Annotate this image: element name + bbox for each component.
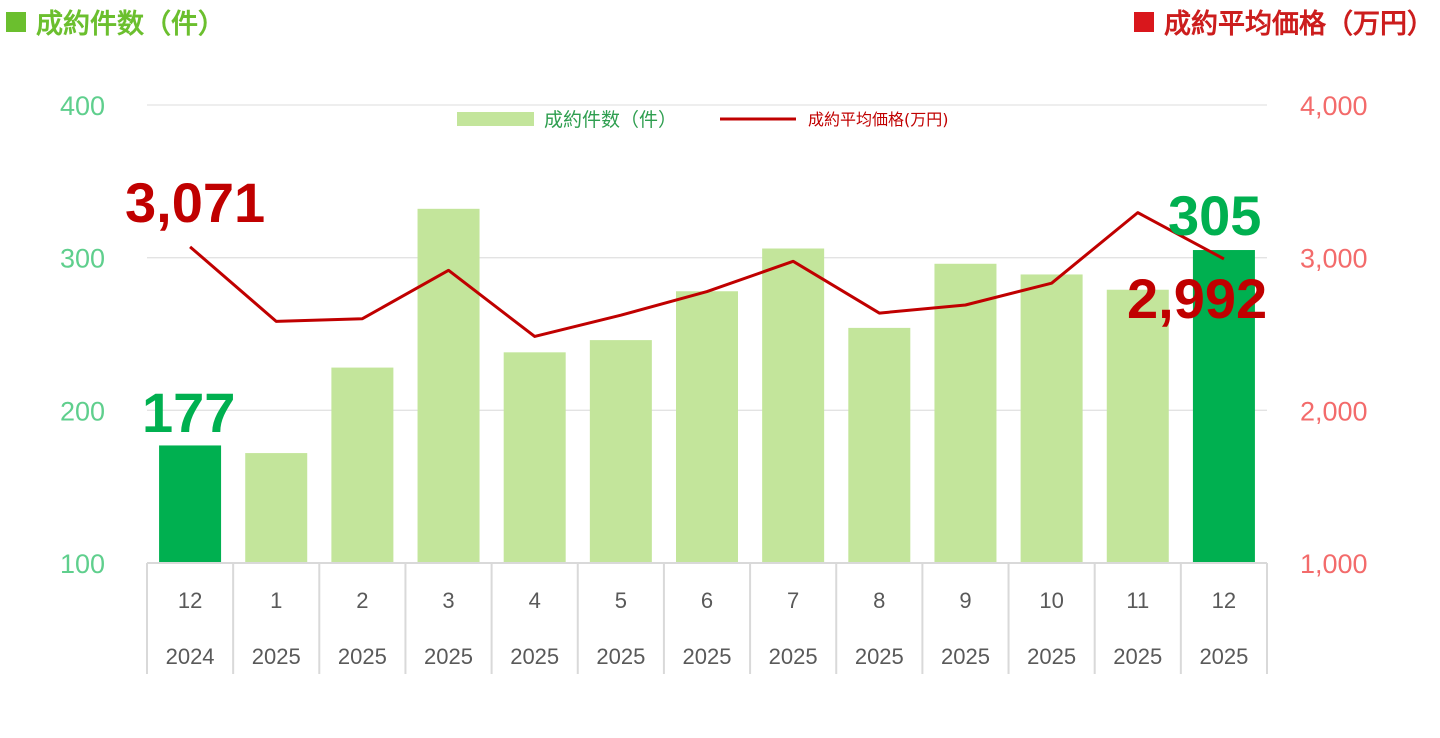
green-square-icon xyxy=(6,11,26,32)
bar xyxy=(245,453,308,563)
x-tick-month: 11 xyxy=(1126,588,1149,613)
bar xyxy=(848,327,911,563)
x-tick-month: 5 xyxy=(615,588,627,613)
x-tick-year: 2025 xyxy=(1027,644,1076,669)
red-square-icon xyxy=(1134,11,1154,32)
bar xyxy=(331,367,394,563)
x-tick-month: 6 xyxy=(701,588,713,613)
x-tick-month: 2 xyxy=(356,588,368,613)
x-tick-year: 2025 xyxy=(510,644,559,669)
legend: 成約件数（件） 成約平均価格(万円) xyxy=(457,109,949,131)
x-tick-year: 2025 xyxy=(252,644,301,669)
right-axis-ticks: 1,000 2,000 3,000 4,000 xyxy=(1300,91,1368,579)
x-tick-year: 2025 xyxy=(596,644,645,669)
right-tick-label: 1,000 xyxy=(1300,549,1368,579)
legend-line-label: 成約平均価格(万円) xyxy=(808,110,949,129)
x-tick-month: 7 xyxy=(787,588,799,613)
bar xyxy=(676,291,738,563)
x-tick-year: 2024 xyxy=(166,644,215,669)
price-line xyxy=(189,211,1225,338)
x-tick-month: 3 xyxy=(442,588,454,613)
x-tick-year: 2025 xyxy=(424,644,473,669)
bar xyxy=(589,340,652,563)
right-tick-label: 3,000 xyxy=(1300,244,1368,274)
left-tick-label: 100 xyxy=(60,549,105,579)
right-tick-label: 4,000 xyxy=(1300,91,1368,121)
x-tick-month: 8 xyxy=(873,588,885,613)
label-last-price: 2,992 xyxy=(1127,267,1267,330)
bar xyxy=(1106,289,1169,563)
data-labels: 3,071 177 305 2,992 xyxy=(125,171,1267,444)
bar xyxy=(762,248,825,564)
left-axis-title: 成約件数（件） xyxy=(6,2,225,41)
label-last-count: 305 xyxy=(1168,184,1261,247)
left-tick-label: 400 xyxy=(60,91,105,121)
category-axis: 12 2024 1 2025 2 2025 3 2025 4 2025 5 2025 6 2025 7 202… xyxy=(146,562,1268,674)
x-tick-month: 9 xyxy=(959,588,971,613)
left-tick-label: 200 xyxy=(60,396,105,426)
x-tick-month: 10 xyxy=(1039,588,1063,613)
label-first-count: 177 xyxy=(142,381,235,444)
x-tick-year: 2025 xyxy=(1199,644,1248,669)
x-tick-year: 2025 xyxy=(855,644,904,669)
left-tick-label: 300 xyxy=(60,244,105,274)
bar xyxy=(503,352,566,563)
right-axis-title-text: 成約平均価格（万円） xyxy=(1164,9,1434,40)
x-tick-month: 12 xyxy=(1212,588,1236,613)
x-tick-year: 2025 xyxy=(769,644,818,669)
x-tick-year: 2025 xyxy=(338,644,387,669)
label-first-price: 3,071 xyxy=(125,171,265,234)
x-tick-year: 2025 xyxy=(683,644,732,669)
x-tick-month: 1 xyxy=(270,588,282,613)
left-axis-ticks: 100 200 300 400 xyxy=(60,91,105,579)
bar xyxy=(159,445,222,563)
line-series xyxy=(189,211,1225,338)
x-tick-month: 12 xyxy=(178,588,202,613)
x-tick-year: 2025 xyxy=(941,644,990,669)
bar xyxy=(1192,250,1255,564)
bar xyxy=(417,208,480,563)
x-tick-month: 4 xyxy=(529,588,541,613)
legend-bar-swatch xyxy=(457,112,534,126)
right-axis-title: 成約平均価格（万円） xyxy=(1134,2,1434,41)
bar xyxy=(934,263,997,563)
bar-series xyxy=(159,208,1255,564)
bar xyxy=(1020,274,1083,563)
right-tick-label: 2,000 xyxy=(1300,396,1368,426)
left-axis-title-text: 成約件数（件） xyxy=(36,9,225,40)
x-tick-year: 2025 xyxy=(1113,644,1162,669)
legend-bar-label: 成約件数（件） xyxy=(544,109,677,131)
